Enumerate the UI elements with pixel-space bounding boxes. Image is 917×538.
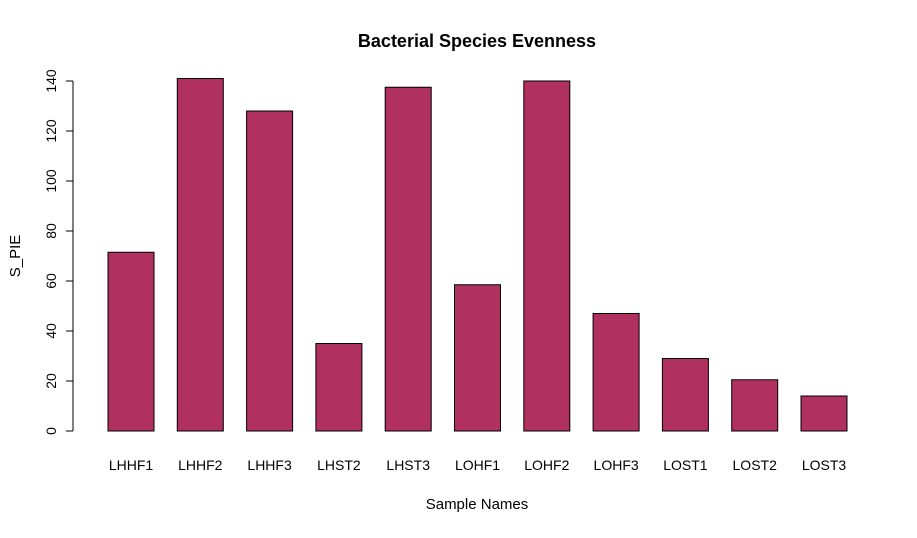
y-tick-label: 100 — [43, 169, 59, 193]
x-tick-label: LOHF1 — [455, 457, 500, 473]
y-axis-label: S_PIE — [7, 235, 24, 278]
y-tick-label: 140 — [43, 69, 59, 93]
bars-group — [107, 78, 848, 432]
x-tick-label: LOST3 — [802, 457, 847, 473]
x-tick-label: LHHF2 — [178, 457, 223, 473]
bar-lhhf3 — [246, 110, 294, 432]
x-tick-labels: LHHF1 LHHF2 LHHF3 LHST2 LHST3 LOHF1 LOHF2 LOHF3… — [109, 457, 847, 473]
y-tick-label: 80 — [43, 223, 59, 239]
y-axis: 0 20 40 60 80 100 120 140 — [43, 69, 74, 435]
x-tick-label: LHHF1 — [109, 457, 154, 473]
chart-title: Bacterial Species Evenness — [358, 31, 596, 51]
x-tick-label: LHST2 — [317, 457, 361, 473]
x-tick-label: LHHF3 — [247, 457, 292, 473]
bar-lohf3 — [592, 313, 640, 432]
y-tick-label: 40 — [43, 323, 59, 339]
bar-lhst3 — [384, 86, 432, 432]
bar-lost3 — [800, 395, 848, 432]
bar-lost2 — [731, 379, 779, 432]
x-tick-label: LHST3 — [386, 457, 430, 473]
bar-lohf2 — [523, 80, 571, 432]
bar-lost1 — [661, 358, 709, 432]
y-tick-label: 0 — [43, 427, 59, 435]
x-tick-label: LOHF2 — [524, 457, 569, 473]
y-tick-label: 20 — [43, 373, 59, 389]
y-tick-label: 120 — [43, 119, 59, 143]
x-axis-label: Sample Names — [426, 496, 529, 513]
y-tick-label: 60 — [43, 273, 59, 289]
bar-lohf1 — [454, 284, 501, 432]
x-tick-label: LOHF3 — [594, 457, 639, 473]
x-tick-label: LOST1 — [663, 457, 708, 473]
bar-lhst2 — [315, 343, 363, 432]
bar-lhhf1 — [107, 251, 155, 432]
x-tick-label: LOST2 — [733, 457, 778, 473]
bar-lhhf2 — [176, 78, 224, 432]
